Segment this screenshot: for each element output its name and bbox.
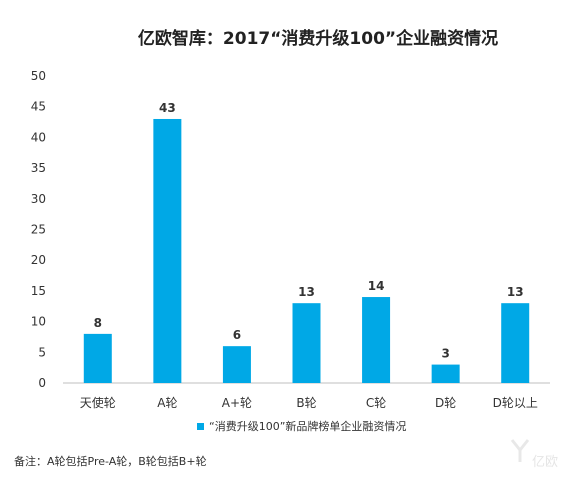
data-label: 43	[159, 101, 176, 115]
data-label: 8	[94, 316, 102, 330]
watermark-text: 亿欧	[532, 455, 558, 470]
y-tick-label: 35	[31, 161, 46, 175]
y-tick-label: 0	[38, 376, 46, 390]
y-tick-label: 40	[31, 130, 46, 144]
bars-group	[83, 118, 530, 383]
footnote: 备注：A轮包括Pre-A轮，B轮包括B+轮	[14, 454, 207, 468]
x-tick-label: D轮	[435, 396, 456, 410]
data-label: 3	[441, 347, 449, 361]
y-tick-label: 10	[31, 315, 46, 329]
y-axis-ticks: 0 5 10 15 20 25 30 35 40 45 50	[31, 69, 46, 390]
bar	[431, 364, 460, 383]
x-axis-ticks: 天使轮 A轮 A+轮 B轮 C轮 D轮 D轮以上	[80, 395, 538, 410]
watermark-icon	[510, 439, 530, 462]
y-tick-label: 20	[31, 253, 46, 267]
bar	[362, 297, 391, 383]
x-tick-label: D轮以上	[493, 396, 538, 410]
y-tick-label: 25	[31, 223, 46, 237]
data-labels-group: 8 43 6 13 14 3 13	[94, 101, 524, 361]
watermark-logo: 亿欧	[510, 439, 558, 470]
chart-title: 亿欧智库：2017“消费升级100”企业融资情况	[138, 28, 498, 49]
legend-swatch	[197, 423, 204, 430]
x-tick-label: C轮	[366, 396, 386, 410]
legend: “消费升级100”新品牌榜单企业融资情况	[197, 419, 406, 433]
y-tick-label: 15	[31, 284, 46, 298]
y-tick-label: 45	[31, 100, 46, 114]
y-tick-label: 30	[31, 192, 46, 206]
bar	[83, 333, 112, 383]
x-tick-label: 天使轮	[80, 395, 116, 410]
bar	[501, 303, 530, 383]
x-tick-label: A轮	[157, 396, 177, 410]
y-tick-label: 5	[38, 345, 46, 359]
data-label: 6	[233, 328, 241, 342]
x-tick-label: B轮	[296, 396, 316, 410]
y-tick-label: 50	[31, 69, 46, 83]
data-label: 13	[507, 285, 524, 299]
bar	[222, 346, 251, 383]
data-label: 14	[368, 279, 385, 293]
bar	[292, 303, 321, 383]
bar	[153, 118, 182, 383]
x-tick-label: A+轮	[222, 396, 252, 410]
legend-label: “消费升级100”新品牌榜单企业融资情况	[209, 419, 406, 433]
data-label: 13	[298, 285, 315, 299]
